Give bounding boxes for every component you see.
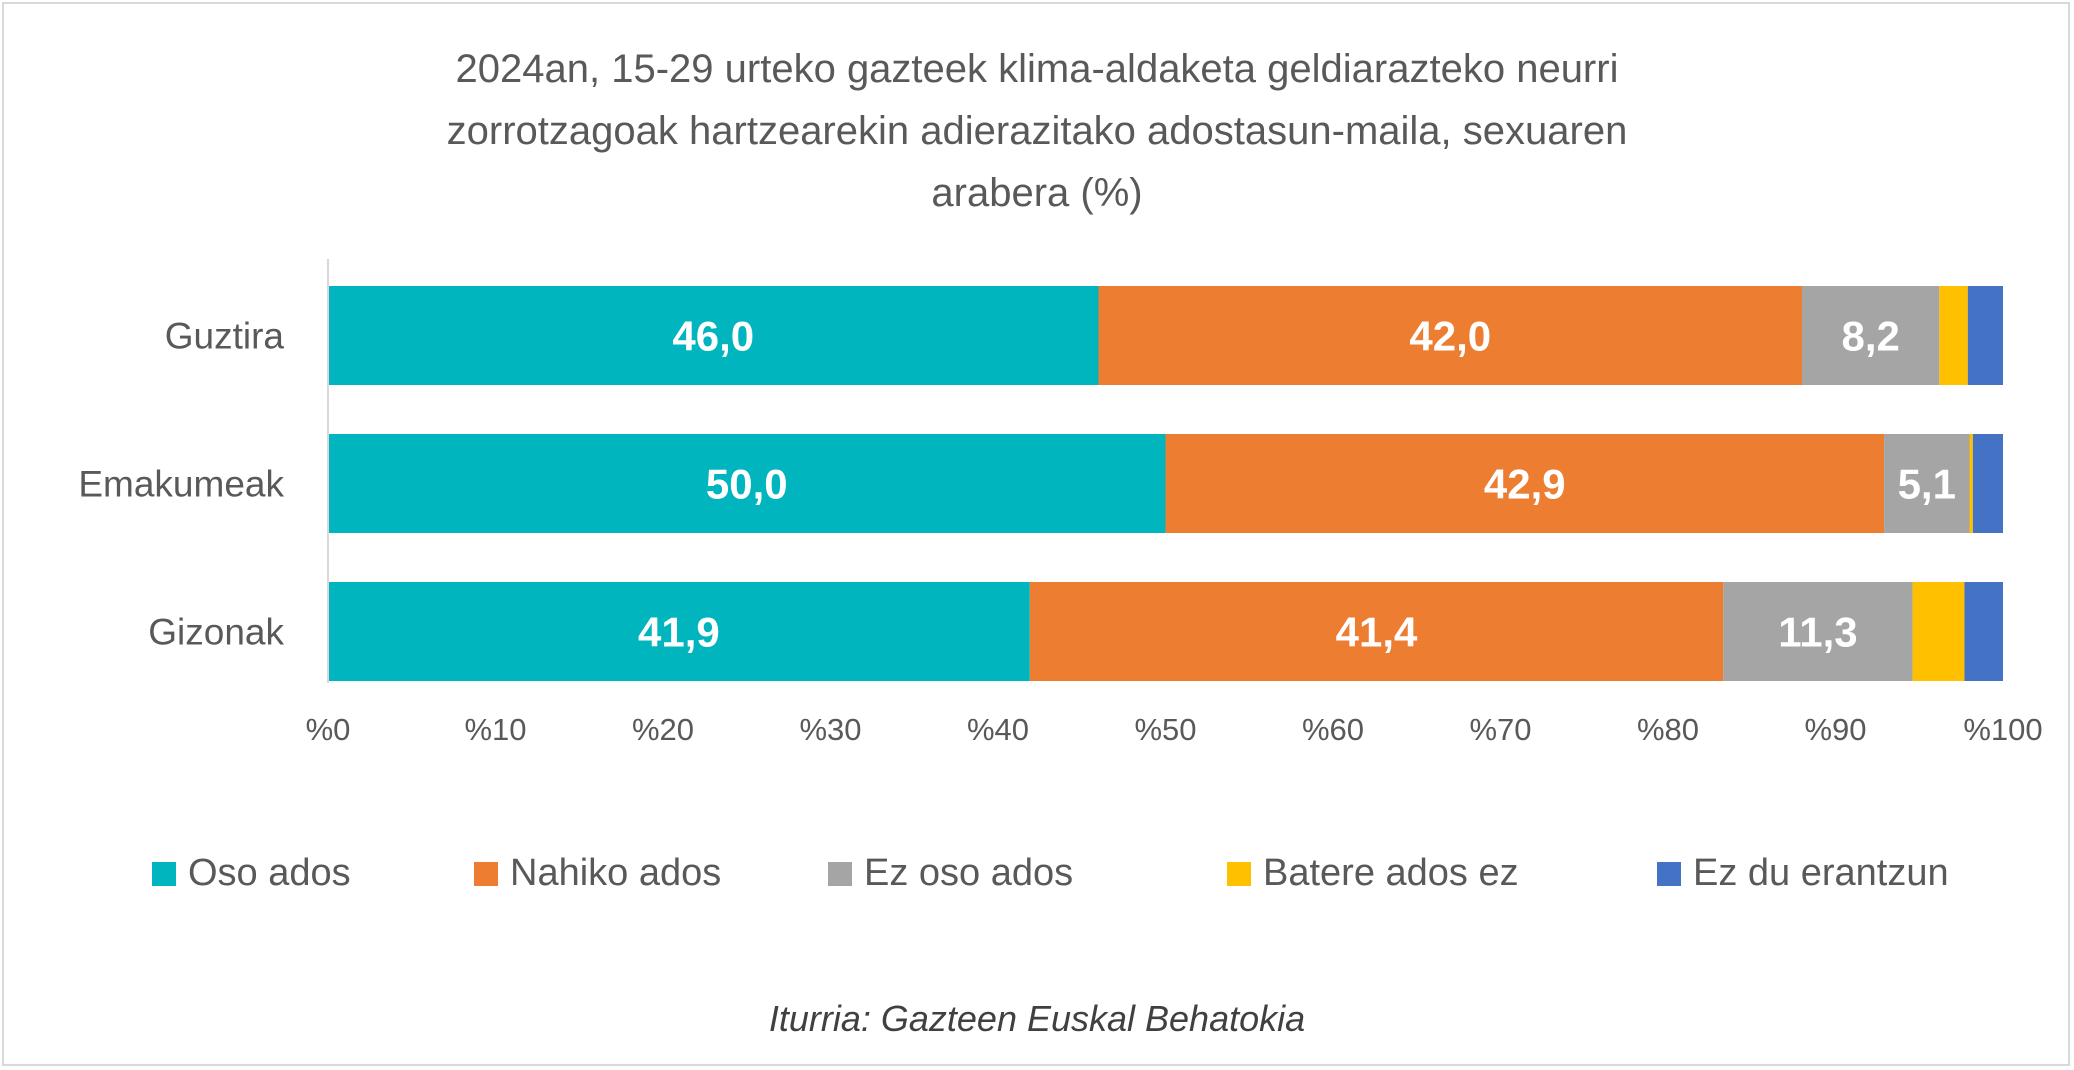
bar-segment [1912, 582, 1965, 681]
legend-item: Ez du erantzun [1657, 852, 1949, 895]
legend-label: Nahiko ados [510, 852, 722, 894]
legend-label: Batere ados ez [1263, 852, 1519, 894]
legend-item: Oso ados [152, 852, 351, 895]
bar-segment [1964, 582, 2003, 681]
data-label: 8,2 [1841, 313, 1899, 360]
data-label: 42,0 [1409, 313, 1491, 360]
data-label: 42,9 [1484, 461, 1566, 508]
chart-title: 2024an, 15-29 urteko gazteek klima-aldak… [200, 38, 1874, 224]
legend-swatch [1227, 861, 1251, 886]
x-tick-label: %80 [1637, 712, 1699, 747]
data-label: 41,9 [638, 609, 720, 656]
title-line: arabera (%) [931, 171, 1143, 215]
bar-segment [328, 434, 1166, 533]
title-line: 2024an, 15-29 urteko gazteek klima-aldak… [455, 47, 1619, 91]
data-label: 41,4 [1336, 609, 1418, 656]
data-label: 46,0 [672, 313, 754, 360]
bar-segment [1967, 286, 2003, 385]
x-tick-label: %90 [1804, 712, 1866, 747]
legend-swatch [152, 861, 176, 886]
x-tick-label: %50 [1134, 712, 1196, 747]
bar-segment [1969, 434, 1973, 533]
legend-swatch [1657, 861, 1681, 886]
x-tick-label: %20 [632, 712, 694, 747]
category-label: Gizonak [148, 612, 284, 653]
data-label: 5,1 [1898, 461, 1956, 508]
x-tick-label: %100 [1963, 712, 2042, 747]
legend-item: Ez oso ados [828, 852, 1073, 895]
bar-segment [1723, 582, 1913, 681]
bar-segment [1165, 434, 1885, 533]
category-label: Guztira [165, 316, 285, 357]
x-tick-label: %30 [799, 712, 861, 747]
bar-segment [1939, 286, 1968, 385]
legend-label: Oso ados [188, 852, 351, 894]
x-tick-label: %70 [1469, 712, 1531, 747]
bar-segment [328, 286, 1099, 385]
x-tick-label: %60 [1302, 712, 1364, 747]
bar-segment [1029, 582, 1724, 681]
x-tick-label: %0 [306, 712, 351, 747]
legend-swatch [828, 861, 852, 886]
title-line: zorrotzagoak hartzearekin adierazitako a… [446, 109, 1628, 153]
data-label: 11,3 [1778, 609, 1857, 656]
category-label: Emakumeak [78, 464, 284, 505]
source-note: Iturria: Gazteen Euskal Behatokia [768, 998, 1306, 1039]
data-label: 50,0 [706, 461, 788, 508]
legend-item: Nahiko ados [474, 852, 721, 895]
x-tick-label: %40 [967, 712, 1029, 747]
legend: Oso ados Nahiko ados Ez oso ados Batere ado… [0, 852, 2074, 902]
legend-label: Ez du erantzun [1693, 852, 1949, 894]
legend-label: Ez oso ados [864, 852, 1074, 894]
bar-segment [1098, 286, 1802, 385]
bar-segment [1802, 286, 1940, 385]
bar-segment [328, 582, 1030, 681]
bar-segment [1972, 434, 2003, 533]
x-tick-label: %10 [464, 712, 526, 747]
legend-item: Batere ados ez [1227, 852, 1519, 895]
bar-segment [1884, 434, 1970, 533]
legend-swatch [474, 861, 498, 886]
